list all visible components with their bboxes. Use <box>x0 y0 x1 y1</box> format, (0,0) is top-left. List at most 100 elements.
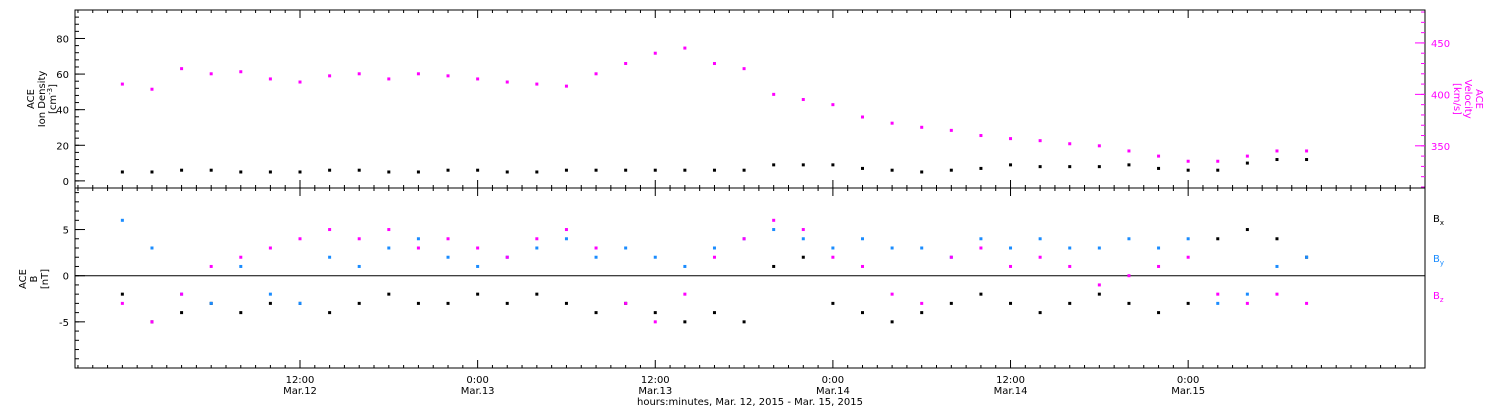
date-tick-label-5: Mar.15 <box>1171 386 1205 397</box>
b-field-axis-tick-label-1: 0 <box>63 272 69 283</box>
density-point <box>949 168 953 172</box>
density-point <box>594 168 598 172</box>
By-point <box>831 246 835 250</box>
Bx-point <box>772 264 776 268</box>
Bx-point <box>387 292 391 296</box>
density-point <box>564 168 568 172</box>
density-axis-label: ACE Ion Density [cm-3] <box>26 71 59 128</box>
Bx-point <box>120 292 124 296</box>
Bx-point <box>1097 292 1101 296</box>
Bx-point <box>1038 311 1042 315</box>
Bz-point <box>298 237 302 241</box>
density-point <box>801 163 805 167</box>
velocity-point <box>298 80 302 84</box>
density-point <box>298 170 302 174</box>
density-point <box>239 170 243 174</box>
density-axis-unit-exponent: -3 <box>46 88 54 95</box>
density-axis-unit: [cm-3] <box>46 84 59 114</box>
Bx-point <box>801 255 805 259</box>
velocity-point <box>949 128 953 132</box>
Bz-point <box>150 320 154 324</box>
velocity-axis-tick-label-2: 450 <box>1431 39 1450 50</box>
time-tick-label-5: 0:00 <box>1177 375 1199 386</box>
density-point <box>1127 163 1131 167</box>
Bx-point <box>1127 301 1131 305</box>
velocity-point <box>328 74 332 78</box>
Bz-point <box>209 264 213 268</box>
By-point <box>564 237 568 241</box>
Bz-point <box>1038 255 1042 259</box>
legend-bx-sub: x <box>1440 219 1444 227</box>
velocity-point <box>387 77 391 81</box>
Bz-point <box>357 237 361 241</box>
velocity-point <box>446 74 450 78</box>
By-point <box>1245 292 1249 296</box>
density-axis-tick-label-4: 80 <box>56 34 69 45</box>
top-panel-points <box>120 46 1309 174</box>
velocity-point <box>1275 149 1279 153</box>
velocity-point <box>505 80 509 84</box>
Bx-point <box>416 301 420 305</box>
b-field-axis-ticks: -5 0 5 <box>59 192 85 369</box>
time-tick-label-3: 0:00 <box>822 375 844 386</box>
density-point <box>624 168 628 172</box>
density-axis-tick-label-1: 20 <box>56 141 69 152</box>
Bz-point <box>1216 292 1220 296</box>
velocity-axis-label-line2: Velocity <box>1462 79 1473 118</box>
density-point <box>1216 168 1220 172</box>
velocity-point <box>209 72 213 76</box>
velocity-point <box>801 98 805 102</box>
density-point <box>772 163 776 167</box>
By-point <box>683 264 687 268</box>
density-point <box>712 168 716 172</box>
velocity-point <box>535 82 539 86</box>
density-point <box>505 170 509 174</box>
Bz-point <box>1305 301 1309 305</box>
density-point <box>416 170 420 174</box>
Bx-point <box>1157 311 1161 315</box>
series-Bz <box>120 218 1309 324</box>
Bx-point <box>1186 301 1190 305</box>
Bx-point <box>890 320 894 324</box>
density-point <box>831 163 835 167</box>
series-By <box>120 218 1309 305</box>
Bx-point <box>949 301 953 305</box>
density-point <box>1186 168 1190 172</box>
Bx-point <box>180 311 184 315</box>
density-axis-tick-label-0: 0 <box>63 177 69 188</box>
density-point <box>1275 158 1279 162</box>
velocity-point <box>772 92 776 96</box>
density-point <box>1157 166 1161 170</box>
Bz-point <box>920 301 924 305</box>
density-point <box>446 168 450 172</box>
time-tick-label-2: 12:00 <box>641 375 670 386</box>
velocity-point <box>1186 159 1190 163</box>
Bz-point <box>1186 255 1190 259</box>
By-point <box>298 301 302 305</box>
velocity-point <box>979 134 983 138</box>
By-point <box>1097 246 1101 250</box>
b-field-legend: Bx By Bz <box>1433 214 1444 304</box>
By-point <box>476 264 480 268</box>
Bx-point <box>564 301 568 305</box>
Bz-point <box>594 246 598 250</box>
density-point <box>742 168 746 172</box>
By-point <box>772 228 776 232</box>
series-density <box>120 158 1309 174</box>
Bz-point <box>1068 264 1072 268</box>
velocity-point <box>1305 149 1309 153</box>
By-point <box>1216 301 1220 305</box>
velocity-point <box>653 51 657 55</box>
density-point <box>1305 158 1309 162</box>
density-point <box>328 168 332 172</box>
b-field-axis-label-line2: B <box>29 275 40 282</box>
density-point <box>1245 161 1249 165</box>
Bx-point <box>505 301 509 305</box>
Bx-point <box>1216 237 1220 241</box>
velocity-point <box>683 46 687 50</box>
velocity-point <box>564 84 568 88</box>
density-point <box>653 168 657 172</box>
legend-bx-base: B <box>1433 214 1440 225</box>
By-point <box>712 246 716 250</box>
velocity-point <box>476 77 480 81</box>
